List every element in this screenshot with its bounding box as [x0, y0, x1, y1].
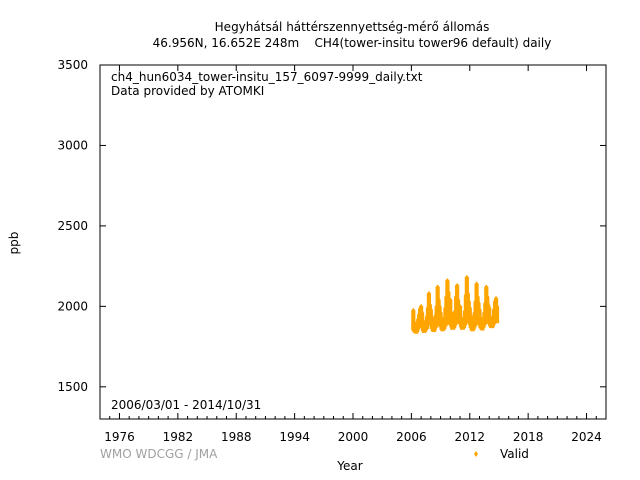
data-point	[429, 315, 434, 321]
legend-label: Valid	[500, 447, 529, 461]
data-point	[455, 282, 460, 288]
data-point	[466, 299, 471, 305]
chart-subtitle: 46.956N, 16.652E 248m CH4(tower-insitu t…	[153, 36, 552, 50]
plot-frame	[99, 64, 607, 420]
x-axis-label: Year	[336, 459, 362, 473]
data-point	[446, 289, 451, 295]
data-point	[428, 307, 433, 313]
x-tick-label: 2012	[454, 430, 485, 444]
legend: Valid	[474, 447, 529, 461]
chart-title: Hegyhátsál háttérszennyettség-mérő állom…	[215, 20, 490, 34]
data-point	[448, 297, 453, 303]
data-point	[421, 318, 426, 324]
data-point	[435, 284, 440, 290]
y-axis-label: ppb	[7, 232, 21, 255]
x-tick-label: 2018	[513, 430, 544, 444]
x-tick-label: 1994	[279, 430, 310, 444]
x-tick-label: 2024	[571, 430, 602, 444]
credit-label: WMO WDCGG / JMA	[100, 447, 218, 461]
data-point	[438, 310, 443, 316]
data-point	[411, 307, 416, 313]
data-point	[465, 290, 470, 296]
data-point	[445, 278, 450, 284]
x-tick-label: 2006	[396, 430, 427, 444]
y-tick-label: 2000	[57, 299, 88, 313]
data-point	[484, 284, 489, 290]
y-tick-label: 3500	[57, 58, 88, 72]
data-point	[477, 307, 482, 313]
data-point	[487, 305, 492, 311]
x-tick-label: 1982	[163, 430, 194, 444]
legend-marker	[474, 451, 478, 457]
data-point	[485, 294, 490, 300]
data-point	[464, 274, 469, 280]
y-tick-label: 3000	[57, 138, 88, 152]
data-point	[494, 295, 499, 301]
x-tick-label: 2000	[338, 430, 369, 444]
y-tick-label: 1500	[57, 380, 88, 394]
data-point	[419, 303, 424, 309]
data-point	[467, 305, 472, 311]
data-point	[478, 315, 483, 321]
date-range-label: 2006/03/01 - 2014/10/31	[111, 398, 261, 412]
data-point	[427, 302, 432, 308]
data-point	[456, 297, 461, 303]
data-point	[474, 281, 479, 287]
data-point	[459, 315, 464, 321]
data-point	[468, 313, 473, 319]
data-point	[436, 297, 441, 303]
x-axis: 1976 1982 1988 1994 2000 2006 2012 2018 2024	[99, 65, 607, 444]
file-label: ch4_hun6034_tower-insitu_157_6097-9999_d…	[111, 70, 423, 84]
data-point	[476, 300, 481, 306]
data-point	[495, 303, 500, 309]
y-axis: 1500 2000 2500 3000 3500	[57, 58, 606, 394]
y-tick-label: 2500	[57, 219, 88, 233]
data-series-valid	[411, 274, 500, 334]
data-point	[458, 303, 463, 309]
x-tick-label: 1976	[104, 430, 135, 444]
x-tick-label: 1988	[221, 430, 252, 444]
data-point	[420, 310, 425, 316]
data-point	[426, 290, 431, 296]
data-point	[475, 294, 480, 300]
data-point	[437, 303, 442, 309]
provider-label: Data provided by ATOMKI	[111, 84, 264, 98]
data-point	[449, 310, 454, 316]
